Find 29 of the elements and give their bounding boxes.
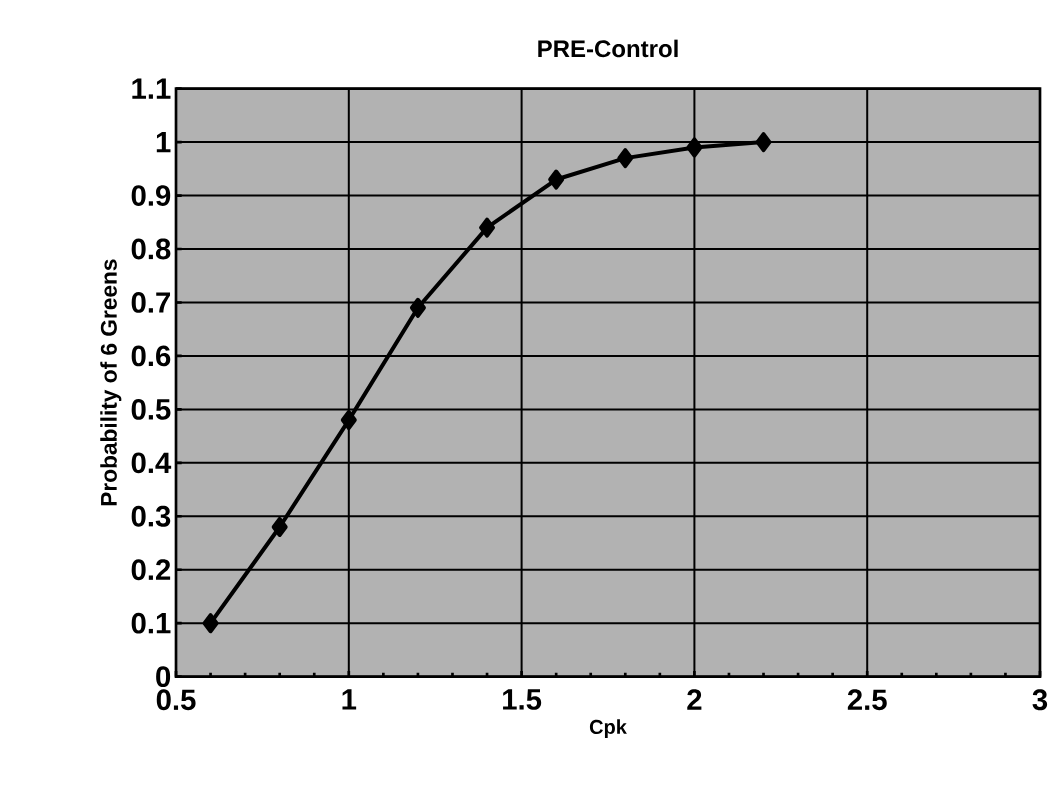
point [340,410,357,431]
point [548,169,565,190]
y-tick-label: 0.2 [131,559,171,581]
x-tick-label: 3 [1032,689,1048,711]
chart-title: PRE-Control [538,39,678,58]
y-tick-label: 0.3 [131,505,171,527]
point [202,613,219,634]
y-tick-label: 0.4 [131,452,172,474]
x-tick-label: 2 [687,689,702,710]
y-tick-label: 1.1 [132,78,171,99]
y-tick-label: 1 [156,132,171,153]
point [271,516,288,537]
point [755,132,772,153]
point [479,217,496,238]
y-tick-label: 0.1 [131,612,171,634]
y-tick-label: 0.8 [131,238,171,260]
y-tick-label: 0.5 [131,398,171,420]
point [617,148,634,169]
y-axis-title: Probability of 6 Greens [100,259,122,506]
x-tick-label: 1 [342,689,357,710]
y-tick-label: 0.6 [131,345,171,367]
x-tick-label: 1.5 [503,689,542,710]
y-tick-label: 0.9 [131,185,171,206]
y-tick-label: 0 [156,666,171,688]
point [686,137,703,158]
point [409,297,426,318]
y-tick-label: 0.7 [131,292,171,313]
x-tick-label: 2.5 [847,689,887,711]
x-axis-title: Cpk [589,719,627,738]
